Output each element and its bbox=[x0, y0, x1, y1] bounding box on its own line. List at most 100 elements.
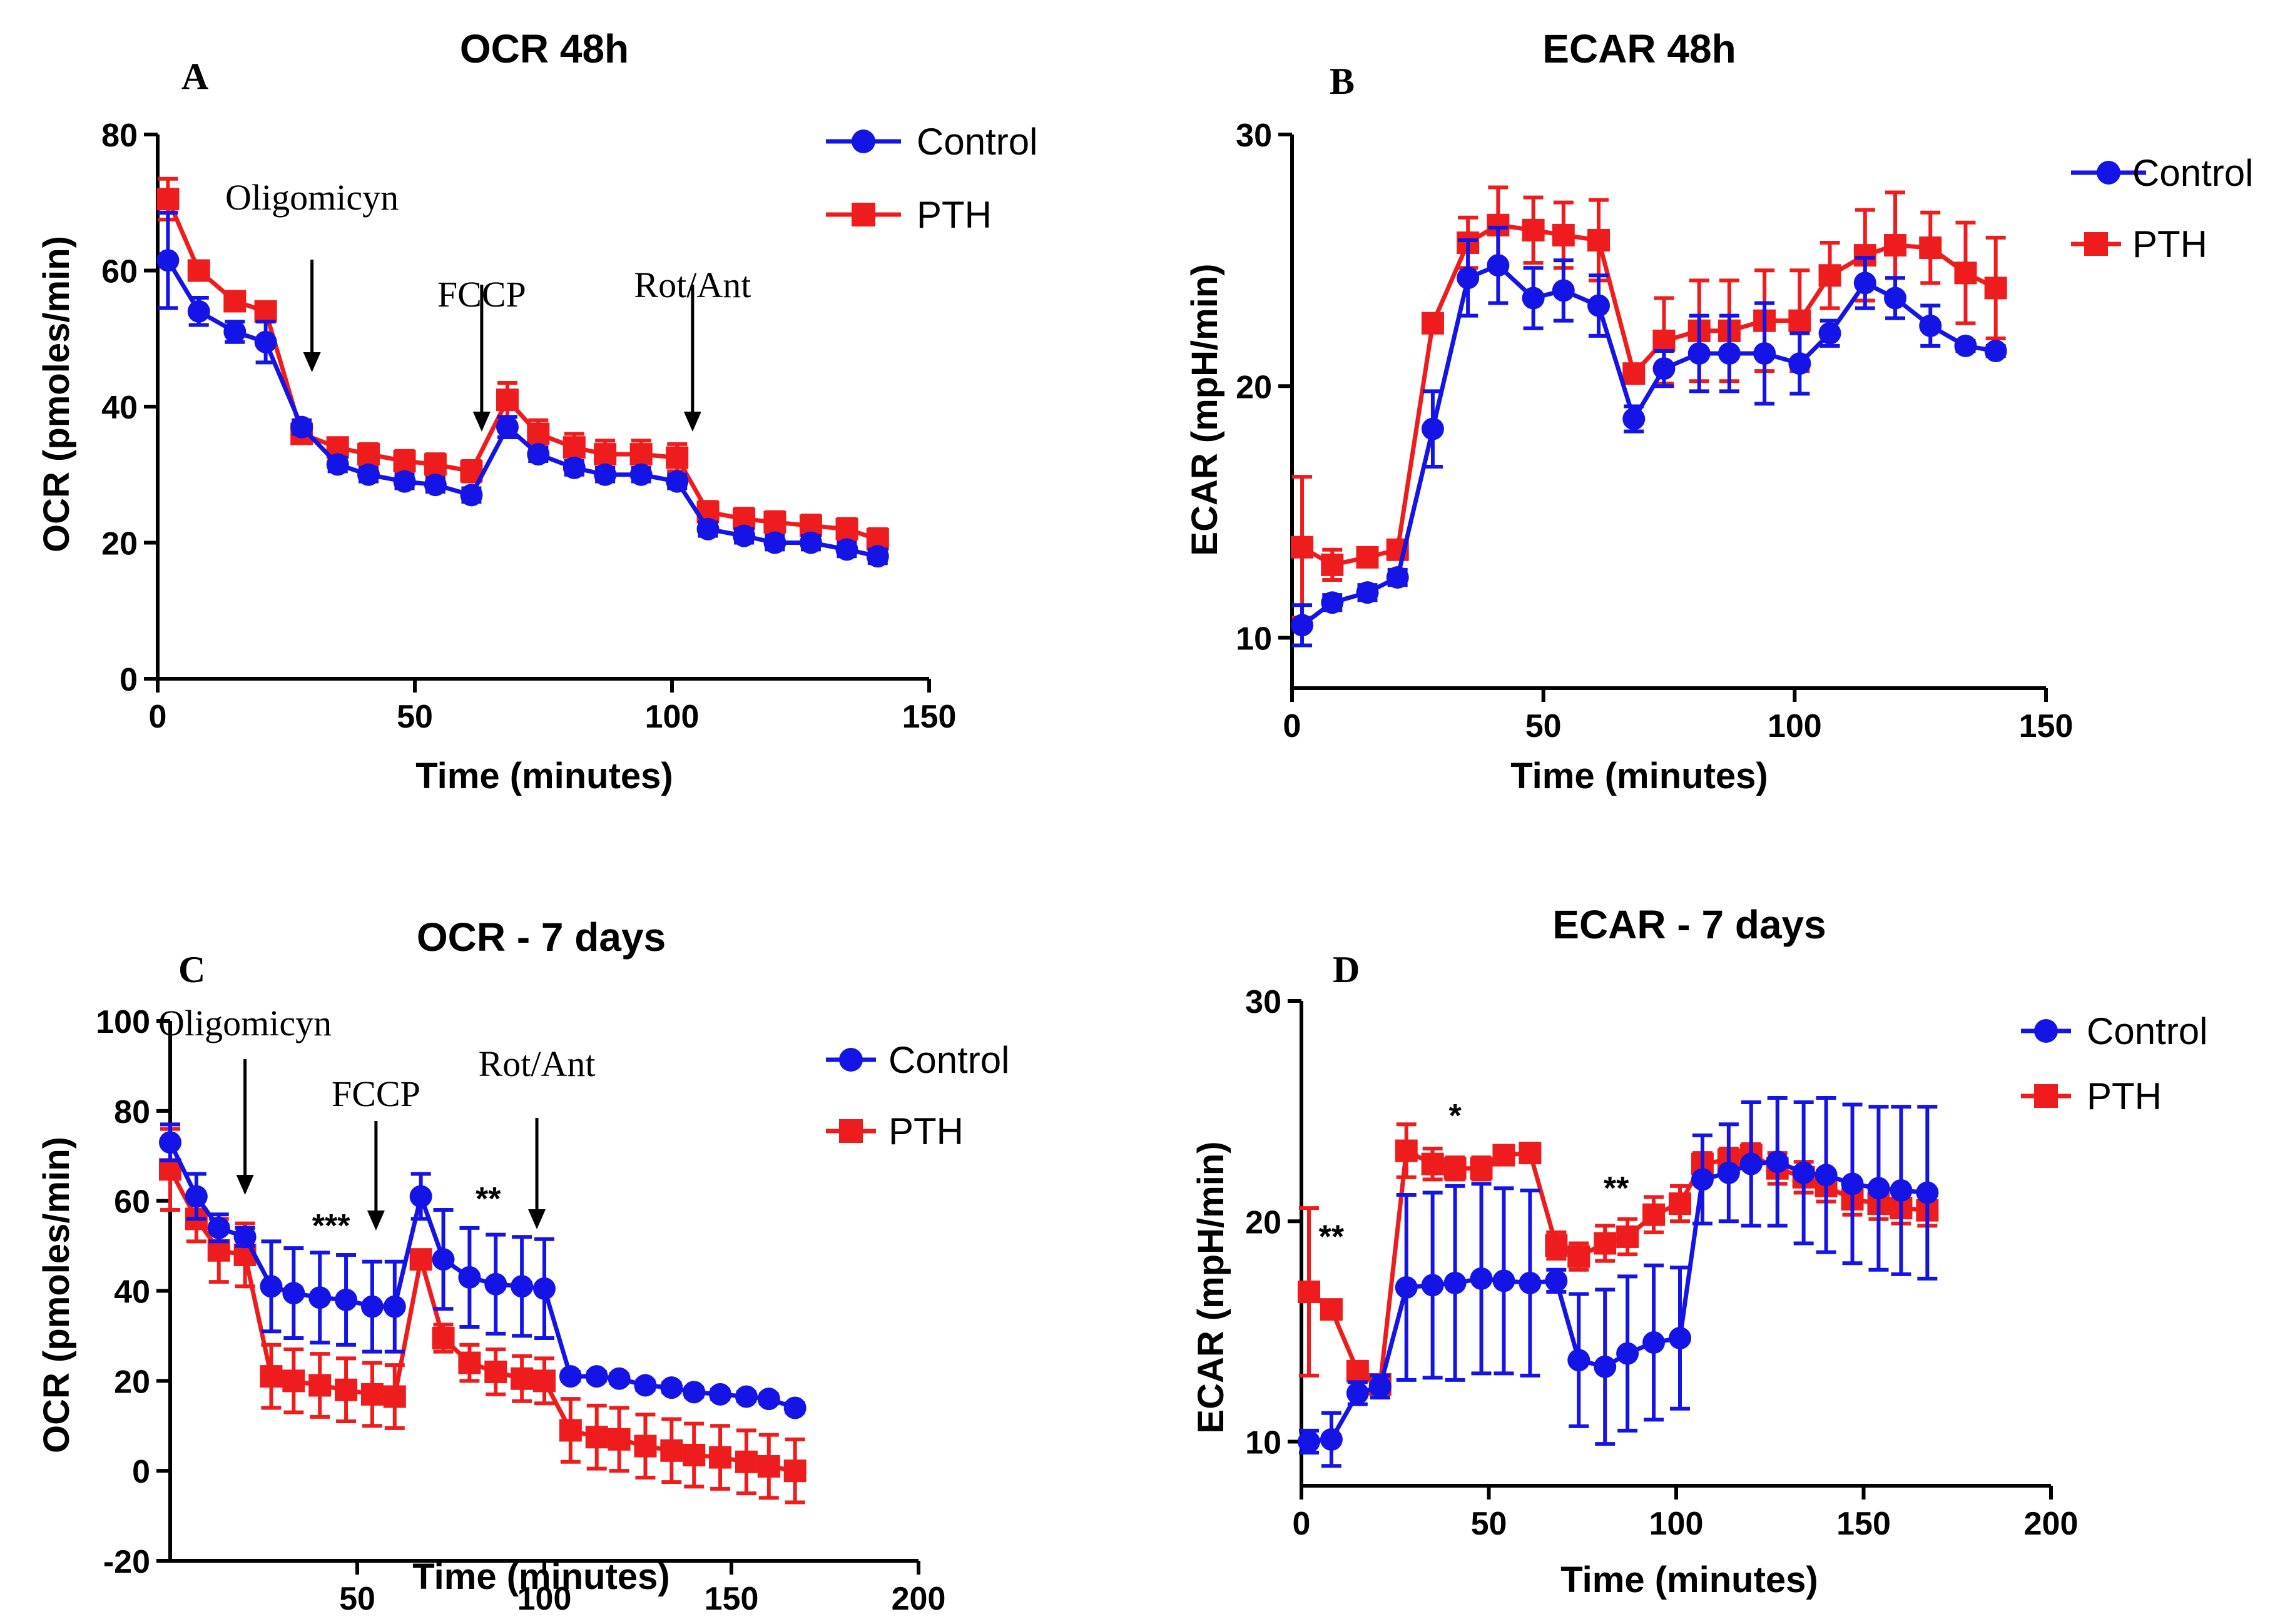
chart-title: ECAR - 7 days bbox=[1552, 902, 1826, 947]
panel-c: C OCR - 7 days Time (minutes) OCR (pmole… bbox=[36, 915, 1009, 1617]
data-point-control bbox=[835, 538, 858, 561]
data-point-control bbox=[1792, 1161, 1815, 1184]
series-line-pth bbox=[166, 198, 878, 542]
data-point-control bbox=[1297, 1430, 1320, 1453]
data-point-control bbox=[709, 1383, 732, 1406]
data-point-control bbox=[223, 320, 247, 343]
data-point-control bbox=[660, 1376, 683, 1399]
data-point-control bbox=[1890, 1179, 1913, 1202]
data-point-pth bbox=[629, 443, 653, 466]
injection-annotation: Rot/Ant bbox=[479, 1043, 596, 1229]
data-point-control bbox=[1567, 1349, 1590, 1372]
legend: Control PTH bbox=[826, 121, 1037, 236]
data-point-control bbox=[1487, 254, 1510, 277]
data-point-control bbox=[1587, 294, 1611, 317]
x-tick-label: 50 bbox=[1471, 1506, 1507, 1542]
y-tick-label: 0 bbox=[120, 662, 138, 698]
x-tick-label: 100 bbox=[1649, 1506, 1704, 1542]
data-point-pth bbox=[735, 1450, 758, 1473]
legend: Control PTH bbox=[826, 1039, 1009, 1152]
x-tick-label: 150 bbox=[2019, 708, 2074, 744]
data-point-control bbox=[496, 415, 519, 439]
data-point-pth bbox=[585, 1426, 608, 1449]
data-point-control bbox=[308, 1286, 332, 1309]
arrow-head-icon bbox=[367, 1210, 385, 1231]
data-point-control bbox=[1867, 1177, 1890, 1200]
data-point-control bbox=[1718, 342, 1741, 365]
legend-pth-label: PTH bbox=[888, 1110, 964, 1152]
y-tick-label: 10 bbox=[1236, 621, 1272, 657]
data-point-control bbox=[1814, 1164, 1838, 1187]
data-point-pth bbox=[1652, 329, 1676, 352]
data-point-control bbox=[1594, 1355, 1617, 1378]
x-axis-label: Time (minutes) bbox=[415, 756, 673, 796]
data-point-control bbox=[383, 1295, 406, 1318]
data-point-control bbox=[1642, 1331, 1666, 1354]
data-point-pth bbox=[634, 1434, 657, 1458]
data-point-control bbox=[1616, 1342, 1639, 1365]
y-tick-label: 40 bbox=[114, 1274, 150, 1311]
series-control bbox=[1297, 1096, 1939, 1468]
data-point-pth bbox=[1545, 1234, 1568, 1257]
data-point-pth bbox=[335, 1378, 358, 1401]
data-point-control bbox=[357, 463, 380, 486]
data-point-pth bbox=[1320, 1298, 1343, 1321]
y-tick-label: 20 bbox=[1236, 369, 1272, 405]
legend-pth-label: PTH bbox=[2087, 1075, 2162, 1117]
data-point-control bbox=[1519, 1271, 1542, 1294]
data-point-control bbox=[1652, 357, 1676, 380]
data-point-control bbox=[458, 1266, 481, 1289]
data-point-pth bbox=[1954, 261, 1977, 285]
data-point-control bbox=[1919, 314, 1942, 337]
data-point-control bbox=[185, 1185, 208, 1208]
data-point-pth bbox=[559, 1419, 582, 1442]
data-point-pth bbox=[187, 259, 210, 282]
data-point-control bbox=[360, 1295, 384, 1318]
data-point-pth bbox=[1788, 309, 1811, 332]
y-tick-label: 20 bbox=[101, 526, 138, 562]
data-point-pth bbox=[608, 1428, 631, 1451]
data-point-pth bbox=[1668, 1192, 1691, 1215]
data-point-control bbox=[511, 1275, 534, 1298]
significance-marker: ** bbox=[1604, 1170, 1629, 1207]
data-point-control bbox=[559, 1365, 582, 1388]
data-point-control bbox=[866, 545, 889, 568]
data-point-control bbox=[1545, 1269, 1568, 1292]
legend-pth-label: PTH bbox=[917, 194, 992, 236]
data-point-control bbox=[1552, 279, 1575, 302]
data-point-control bbox=[156, 249, 180, 272]
data-point-pth bbox=[1492, 1144, 1515, 1167]
chart-title: OCR 48h bbox=[460, 26, 629, 71]
data-point-control bbox=[783, 1396, 807, 1419]
panel-letter: D bbox=[1333, 949, 1360, 990]
data-point-control bbox=[260, 1275, 283, 1298]
data-point-pth bbox=[1522, 218, 1545, 241]
series-control bbox=[159, 1122, 807, 1419]
data-point-control bbox=[1691, 1168, 1714, 1191]
data-point-control bbox=[187, 300, 210, 323]
data-point-control bbox=[282, 1282, 305, 1305]
data-point-control bbox=[1766, 1150, 1789, 1174]
legend-control-label: Control bbox=[2132, 152, 2253, 194]
legend-control-marker bbox=[2034, 1019, 2058, 1043]
data-point-control bbox=[608, 1367, 631, 1390]
x-axis-label: Time (minutes) bbox=[1560, 1560, 1818, 1600]
legend-pth-marker bbox=[2034, 1084, 2058, 1108]
series-line-control bbox=[1300, 263, 1997, 627]
data-point-control bbox=[1291, 614, 1314, 637]
series-line-control bbox=[166, 259, 878, 559]
data-point-pth bbox=[594, 443, 617, 466]
data-point-control bbox=[290, 415, 313, 439]
data-point-pth bbox=[1552, 223, 1575, 246]
data-point-control bbox=[634, 1374, 657, 1397]
y-tick-label: 80 bbox=[101, 118, 138, 154]
data-point-control bbox=[1916, 1181, 1939, 1204]
data-point-control bbox=[1320, 1428, 1343, 1451]
y-tick-label: 0 bbox=[132, 1454, 150, 1490]
data-point-pth bbox=[360, 1383, 384, 1406]
x-tick-label: 50 bbox=[1525, 708, 1562, 744]
data-point-control bbox=[207, 1216, 230, 1239]
data-point-pth bbox=[432, 1327, 455, 1350]
data-point-pth bbox=[254, 300, 277, 323]
data-point-pth bbox=[409, 1248, 432, 1271]
